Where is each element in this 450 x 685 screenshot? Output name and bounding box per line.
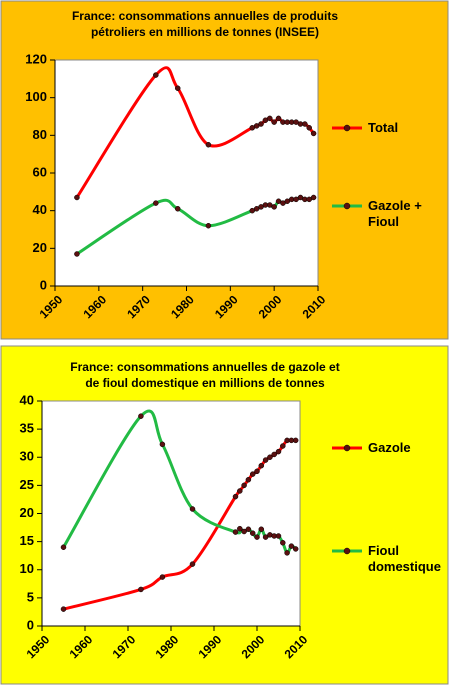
- chart-title: pétroliers en millions de tonnes (INSEE): [91, 25, 319, 39]
- y-tick-label: 10: [20, 561, 34, 576]
- legend-label: Gazole: [368, 440, 411, 455]
- y-tick-label: 60: [33, 164, 47, 179]
- y-tick-label: 120: [25, 51, 47, 66]
- data-point: [138, 586, 144, 593]
- data-point: [302, 121, 308, 127]
- legend-marker: [343, 547, 351, 555]
- data-point: [153, 200, 159, 206]
- chart-title: de fioul domestique en millions de tonne…: [85, 376, 325, 390]
- y-tick-label: 20: [20, 505, 34, 520]
- chart-title: France: consommations annuelles de produ…: [72, 9, 338, 23]
- legend-marker: [343, 124, 351, 132]
- data-point: [138, 413, 144, 419]
- data-point: [237, 525, 243, 532]
- chart-title: France: consommations annuelles de gazol…: [70, 360, 339, 374]
- y-tick-label: 0: [40, 277, 47, 292]
- data-point: [232, 529, 239, 535]
- data-point: [288, 543, 295, 549]
- data-point: [292, 546, 299, 552]
- data-point: [74, 194, 80, 201]
- data-point: [306, 125, 312, 131]
- y-tick-label: 80: [33, 127, 47, 142]
- data-point: [241, 482, 247, 489]
- data-point: [258, 526, 265, 532]
- legend-marker: [343, 202, 351, 210]
- data-point: [237, 488, 243, 494]
- y-tick-label: 100: [25, 89, 47, 104]
- data-point: [189, 506, 196, 512]
- data-point: [241, 528, 247, 535]
- data-point: [74, 251, 80, 257]
- data-point: [284, 550, 290, 556]
- data-point: [245, 477, 252, 483]
- data-point: [174, 206, 181, 212]
- data-point: [205, 142, 212, 148]
- y-tick-label: 25: [20, 477, 34, 492]
- y-tick-label: 20: [33, 240, 47, 255]
- data-point: [262, 457, 269, 463]
- data-point: [271, 451, 277, 458]
- legend-label: Total: [368, 120, 399, 135]
- data-point: [249, 471, 256, 477]
- data-point: [271, 204, 277, 210]
- data-point: [254, 534, 260, 540]
- y-tick-label: 40: [20, 392, 34, 407]
- data-point: [245, 526, 252, 532]
- y-tick-label: 30: [20, 449, 34, 464]
- data-point: [254, 468, 260, 475]
- data-point: [275, 115, 282, 122]
- y-tick-label: 35: [20, 421, 34, 436]
- y-tick-label: 15: [20, 533, 34, 548]
- data-point: [232, 493, 239, 500]
- y-tick-label: 40: [33, 202, 47, 217]
- data-point: [275, 448, 282, 455]
- y-tick-label: 0: [27, 617, 34, 632]
- data-point: [205, 222, 212, 229]
- data-point: [60, 606, 67, 612]
- data-point: [258, 462, 265, 469]
- plot-area: [54, 59, 319, 287]
- data-point: [310, 130, 317, 137]
- data-point: [271, 119, 277, 125]
- data-point: [258, 121, 264, 127]
- data-point: [267, 115, 273, 122]
- data-point: [159, 574, 166, 580]
- data-point: [267, 454, 273, 460]
- plot-area: [41, 400, 301, 627]
- data-point: [174, 85, 181, 91]
- data-point: [159, 441, 166, 448]
- data-point: [310, 194, 317, 201]
- data-point: [153, 72, 159, 78]
- legend-label: Gazole + Fioul: [368, 198, 422, 229]
- data-point: [60, 544, 67, 550]
- data-point: [280, 540, 286, 546]
- data-point: [280, 443, 286, 449]
- data-point: [249, 530, 256, 536]
- legend-marker: [343, 444, 351, 452]
- data-point: [189, 561, 196, 567]
- data-point: [292, 437, 299, 444]
- y-tick-label: 5: [27, 589, 34, 604]
- data-point: [262, 534, 269, 540]
- data-point: [275, 533, 282, 539]
- legend-label: Fioul domestique: [368, 543, 441, 574]
